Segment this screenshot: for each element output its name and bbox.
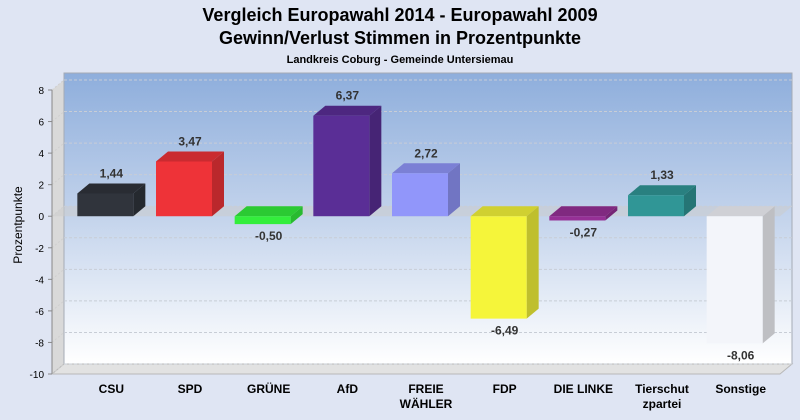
bar-front bbox=[470, 216, 527, 319]
data-label: -0,27 bbox=[570, 225, 598, 239]
bar-top bbox=[706, 206, 775, 217]
y-tick-label: 4 bbox=[38, 149, 44, 160]
bar-side bbox=[684, 185, 696, 217]
data-label: -8,06 bbox=[727, 348, 755, 362]
bar-side bbox=[290, 206, 303, 225]
y-tick-label: 6 bbox=[38, 118, 44, 129]
gridline-depth bbox=[51, 79, 65, 91]
bar-top bbox=[549, 206, 618, 217]
x-tick-label: CSU bbox=[99, 382, 124, 396]
bar-front bbox=[156, 161, 212, 217]
x-tick-label: AfD bbox=[337, 382, 359, 396]
bar-side bbox=[448, 163, 460, 217]
gridline-depth bbox=[51, 332, 65, 343]
x-tick-label: SPD bbox=[178, 382, 203, 396]
bar-spd bbox=[156, 151, 224, 217]
y-tick-label: -8 bbox=[35, 338, 44, 349]
bar-side bbox=[605, 206, 618, 221]
bar-top bbox=[470, 206, 539, 217]
back-wall bbox=[63, 72, 793, 365]
bar-top bbox=[628, 185, 696, 196]
bar-freie-wähler bbox=[392, 163, 460, 217]
bar-front bbox=[234, 216, 291, 225]
y-axis-label: Prozentpunkte bbox=[11, 186, 25, 264]
gridline-depth bbox=[51, 205, 65, 217]
bar-side bbox=[212, 151, 224, 217]
x-tick-label: Sonstige bbox=[715, 382, 766, 396]
bar-front bbox=[706, 216, 763, 344]
bar-top bbox=[313, 105, 382, 116]
data-label: 2,72 bbox=[414, 146, 438, 160]
gridline-depth bbox=[51, 363, 65, 375]
bar-grüne bbox=[234, 206, 303, 225]
bar-die linke bbox=[549, 206, 618, 221]
bar-top bbox=[234, 206, 303, 217]
y-tick-label: -4 bbox=[35, 275, 44, 286]
x-tick-label: WÄHLER bbox=[400, 396, 453, 411]
bar-tierschut-zpartei bbox=[628, 185, 696, 217]
bar-afd bbox=[313, 105, 382, 217]
data-label: 1,33 bbox=[650, 168, 674, 182]
x-tick-label: GRÜNE bbox=[247, 381, 290, 396]
bar-side bbox=[762, 206, 775, 344]
y-tick-label: 2 bbox=[38, 181, 44, 192]
bar-fdp bbox=[470, 206, 539, 319]
bar-front bbox=[549, 216, 606, 221]
data-label: -0,50 bbox=[255, 229, 283, 243]
bar-side bbox=[133, 183, 146, 217]
y-tick-label: 0 bbox=[38, 212, 44, 223]
y-tick-label: -6 bbox=[35, 307, 44, 318]
x-tick-label: FDP bbox=[493, 382, 517, 396]
data-label: 6,37 bbox=[336, 89, 360, 103]
x-tick-label: Tierschut bbox=[635, 382, 689, 396]
bar-csu bbox=[77, 183, 146, 217]
gridline-depth bbox=[51, 237, 65, 249]
y-tick-label: -2 bbox=[35, 244, 44, 255]
x-tick-label: FREIE bbox=[408, 382, 443, 396]
data-labels: 1,44 3,47 -0,50 6,37 2,72 -6,49 -0,27 1,33 -8,06 bbox=[100, 89, 755, 363]
bar-top bbox=[392, 163, 460, 174]
y-tick-label: 8 bbox=[38, 86, 44, 97]
gridline-depth bbox=[51, 300, 65, 312]
bar-front bbox=[628, 195, 684, 217]
bar-top bbox=[156, 151, 224, 162]
floor bbox=[50, 363, 794, 375]
bar-front bbox=[313, 115, 370, 217]
bars bbox=[77, 105, 775, 344]
y-tick-label: -10 bbox=[30, 370, 45, 381]
bar-front bbox=[77, 193, 134, 217]
bar-front bbox=[392, 173, 448, 217]
gridline-depth bbox=[51, 174, 65, 186]
left-wall bbox=[52, 80, 64, 374]
bar-top bbox=[77, 183, 146, 194]
y-axis: 8 6 4 2 0 -2 -4 -6 -8 -10 bbox=[30, 86, 53, 381]
gridline-depth bbox=[51, 268, 65, 280]
bar-sonstige bbox=[706, 206, 775, 344]
x-tick-label: DIE LINKE bbox=[554, 382, 613, 396]
plot-background bbox=[50, 72, 794, 375]
data-label: 1,44 bbox=[100, 167, 124, 181]
data-label: -6,49 bbox=[491, 324, 519, 338]
x-tick-label: zpartei bbox=[643, 397, 682, 411]
gridline-depth bbox=[51, 142, 65, 154]
chart-subtitle: Gewinn/Verlust Stimmen in Prozentpunkte bbox=[218, 28, 582, 48]
data-label: 3,47 bbox=[178, 134, 202, 148]
bar-side bbox=[526, 206, 539, 319]
chart-region-subtitle: Landkreis Coburg - Gemeinde Untersiemau bbox=[286, 54, 514, 66]
gridline-depth bbox=[51, 111, 65, 122]
bar-side bbox=[369, 105, 382, 217]
chart-title: Vergleich Europawahl 2014 - Europawahl 2… bbox=[202, 5, 598, 25]
